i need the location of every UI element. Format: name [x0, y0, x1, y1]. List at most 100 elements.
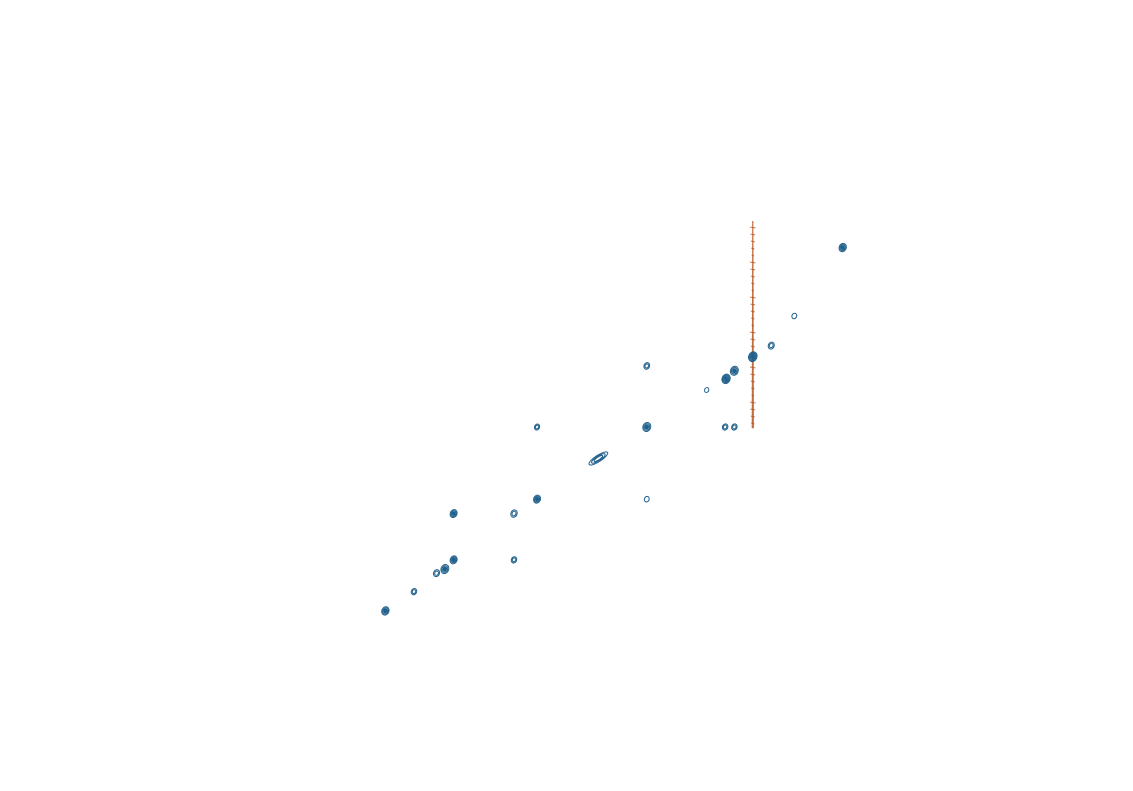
contour-level: [511, 557, 517, 563]
contour-peak: [533, 423, 541, 431]
contour-core: [535, 497, 539, 502]
negative-artifact-streak: [751, 221, 754, 429]
contour-level: [441, 565, 449, 573]
contour-level: [534, 424, 540, 430]
contour-peak: [510, 509, 518, 518]
contour-peak: [642, 421, 652, 433]
contour-level: [723, 375, 729, 383]
contour-level: [722, 424, 728, 430]
contour-peak: [721, 423, 729, 431]
contour-level: [450, 556, 457, 564]
negative-artifact-tick: [750, 310, 755, 313]
contour-level: [449, 509, 458, 519]
contour-level: [533, 494, 542, 504]
negative-artifact-tick: [750, 345, 755, 348]
contour-level: [442, 566, 448, 572]
contour-level: [840, 245, 845, 250]
contour-core: [645, 424, 649, 430]
contour-level: [451, 557, 456, 563]
contour-level: [732, 368, 737, 374]
contour-level: [383, 608, 388, 614]
contour-core: [383, 608, 387, 613]
contour-core: [841, 245, 845, 250]
negative-artifact-tick: [750, 240, 755, 243]
contour-peak: [748, 351, 758, 363]
contour-level: [382, 607, 389, 615]
contour-level: [748, 352, 757, 362]
contour-level: [839, 244, 846, 252]
contour-peak: [533, 494, 542, 504]
contour-level: [730, 366, 738, 375]
contour-peak: [791, 312, 798, 320]
contour-level: [451, 511, 456, 516]
negative-artifact-tick: [750, 303, 756, 306]
contour-peak: [704, 387, 710, 393]
negative-artifact-tick: [750, 380, 755, 383]
contour-level: [381, 606, 390, 616]
contour-peak: [440, 564, 450, 575]
contour-peak: [729, 365, 739, 376]
negative-artifact-tick: [751, 247, 755, 250]
contour-level: [731, 423, 738, 431]
contour-level: [643, 495, 650, 503]
contour-level: [729, 365, 739, 376]
contour-level: [534, 495, 541, 503]
contour-level: [432, 569, 441, 578]
contour-level: [440, 564, 450, 575]
negative-artifact-tick: [749, 366, 756, 369]
contour-level: [704, 387, 710, 393]
contour-level: [449, 555, 458, 565]
negative-artifact-tick: [750, 408, 756, 411]
contour-peak: [449, 509, 458, 519]
negative-artifact-tick: [751, 324, 755, 327]
contour-peak: [381, 606, 390, 616]
negative-artifact-tick: [749, 401, 756, 404]
contour-peak: [449, 555, 458, 565]
contour-core: [751, 354, 755, 359]
contour-level: [411, 589, 417, 595]
negative-artifact-tick: [751, 254, 755, 257]
negative-artifact-tick: [751, 317, 755, 320]
contour-level: [434, 570, 439, 576]
contour-level: [791, 312, 798, 320]
contour-level: [722, 374, 730, 384]
contour-peak: [767, 341, 775, 350]
negative-artifact-tick: [751, 422, 755, 425]
negative-artifact: [749, 221, 756, 429]
contour-level: [410, 588, 418, 596]
negative-artifact-tick: [751, 394, 755, 397]
contour-peak: [721, 373, 731, 385]
contour-level: [721, 423, 729, 431]
contour-core: [443, 566, 447, 572]
negative-artifact-tick: [750, 373, 756, 376]
contour-level: [534, 496, 540, 502]
negative-artifact-tick: [751, 282, 755, 285]
contour-level: [593, 454, 604, 462]
contour-level: [533, 423, 541, 431]
contour-level: [510, 509, 518, 518]
contour-peak: [643, 495, 650, 503]
negative-artifact-tick: [749, 226, 756, 229]
contour-level: [644, 363, 650, 369]
contour-peak: [588, 451, 609, 466]
contour-level: [767, 341, 775, 350]
contour-level: [450, 510, 457, 517]
contour-peak: [731, 423, 738, 431]
negative-artifact-tick: [750, 275, 755, 278]
negative-artifact-tick: [750, 415, 755, 418]
negative-artifact-tick: [749, 261, 756, 264]
contour-level: [643, 423, 651, 431]
contour-level: [721, 373, 731, 385]
negative-artifact-tick: [751, 289, 755, 292]
contour-core: [452, 511, 456, 516]
contour-level: [511, 510, 517, 517]
contour-level: [642, 421, 652, 433]
contour-peak: [643, 362, 651, 370]
contour-peak: [432, 569, 441, 578]
positive-peaks-layer: [381, 242, 847, 616]
negative-artifact-tick: [749, 296, 756, 299]
negative-artifact-tick: [750, 338, 756, 341]
negative-artifact-tick: [750, 233, 756, 236]
